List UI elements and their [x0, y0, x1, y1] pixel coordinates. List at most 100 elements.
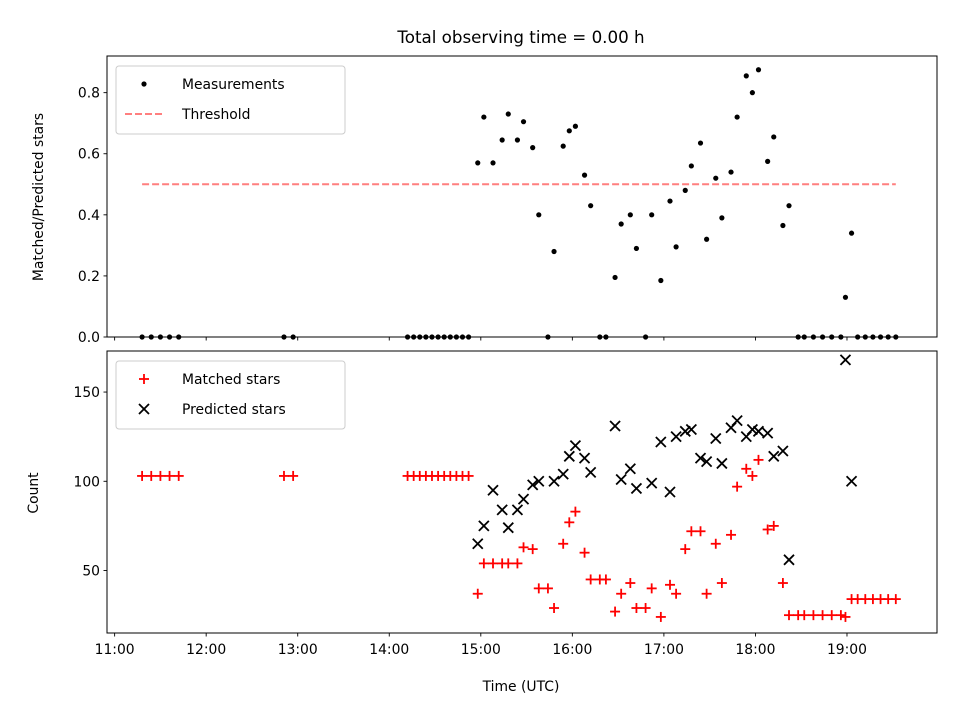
bottom-matched-marker: [472, 588, 483, 599]
top-measurement-point: [667, 198, 673, 204]
top-measurement-point: [545, 334, 551, 340]
top-measurement-point: [536, 212, 542, 218]
bottom-matched-marker: [155, 470, 166, 481]
bottom-matched-marker: [710, 538, 721, 549]
bottom-matched-marker: [808, 610, 819, 621]
top-measurement-point: [560, 143, 566, 149]
top-legend-measurement-swatch: [141, 81, 147, 87]
bottom-predicted-marker-b: [624, 463, 636, 475]
bottom-predicted-marker-b: [578, 452, 591, 464]
bottom-predicted-marker: [557, 468, 569, 480]
bottom-predicted-marker: [569, 439, 582, 452]
top-measurement-point: [780, 222, 786, 229]
top-measurement-point: [877, 334, 884, 340]
bottom-predicted-marker: [710, 432, 722, 445]
bottom-matched-marker: [664, 579, 675, 590]
top-measurement-point: [447, 334, 453, 340]
bottom-predicted-marker-b: [768, 450, 780, 462]
bottom-predicted-marker-b: [472, 538, 484, 550]
top-measurement-point: [281, 334, 287, 340]
bottom-predicted-marker: [839, 354, 852, 366]
bottom-matched-marker: [616, 588, 627, 599]
top-measurement-point: [176, 334, 182, 340]
bottom-x-tick-label: 17:00: [644, 642, 684, 658]
top-measurement-point: [649, 212, 655, 218]
top-measurement-point: [441, 334, 447, 340]
bottom-matched-marker: [777, 578, 788, 589]
top-measurement-point: [642, 334, 649, 340]
top-legend: Measurements Threshold: [115, 65, 346, 135]
top-measurement-point: [481, 114, 487, 120]
bottom-predicted-marker: [731, 414, 743, 427]
top-measurement-point: [855, 334, 861, 340]
bottom-predicted-marker: [685, 423, 697, 436]
top-panel: 0.0 0.2 0.4 0.6 0.8 Measurements Threshold: [78, 55, 938, 346]
top-measurement-point: [505, 111, 511, 117]
bottom-predicted-marker: [752, 425, 765, 437]
bottom-matched-marker: [288, 470, 299, 481]
x-axis-label: Time (UTC): [482, 679, 560, 695]
top-measurement-point: [514, 137, 521, 143]
bottom-predicted-marker-b: [585, 466, 597, 479]
top-measurement-point: [417, 334, 423, 340]
top-y-tick-label: 0.4: [78, 208, 100, 224]
top-measurement-point: [842, 294, 849, 300]
bottom-predicted-marker: [624, 463, 636, 475]
top-measurement-point: [829, 334, 835, 340]
bottom-predicted-marker: [783, 554, 795, 566]
top-measurement-point: [475, 160, 481, 166]
bottom-y-axis-label: Count: [26, 472, 42, 514]
bottom-x-tick-label: 14:00: [369, 642, 409, 658]
bottom-predicted-marker-b: [609, 420, 621, 432]
bottom-matched-marker: [732, 481, 743, 492]
bottom-predicted-marker-b: [548, 475, 560, 487]
bottom-predicted-marker: [609, 420, 621, 432]
bottom-matched-marker: [463, 470, 474, 481]
bottom-matched-marker: [173, 470, 184, 481]
bottom-matched-marker: [695, 526, 706, 537]
bottom-predicted-marker: [716, 457, 728, 470]
top-measurement-point: [148, 334, 154, 340]
bottom-legend: Matched stars Predicted stars: [115, 360, 346, 430]
bottom-legend-box: [115, 360, 346, 430]
bottom-predicted-marker: [700, 456, 713, 468]
top-measurement-point: [490, 160, 496, 166]
bottom-y-tick-label: 150: [73, 385, 100, 401]
top-measurement-point: [838, 334, 844, 340]
top-measurement-point: [704, 236, 710, 242]
top-y-tick-label: 0.2: [78, 269, 100, 285]
bottom-predicted-marker-b: [694, 452, 707, 464]
bottom-matched-marker: [579, 547, 590, 558]
bottom-x-tick-label: 19:00: [827, 642, 867, 658]
bottom-predicted-marker-b: [557, 468, 569, 480]
top-measurement-point: [734, 114, 740, 120]
bottom-predicted-marker-b: [487, 484, 499, 496]
bottom-matched-marker: [835, 610, 846, 621]
top-measurement-point: [795, 334, 801, 340]
bottom-matched-marker: [890, 594, 901, 605]
bottom-predicted-marker-b: [478, 520, 490, 532]
bottom-predicted-marker: [496, 504, 508, 516]
top-measurement-point: [749, 90, 755, 96]
bottom-predicted-marker: [670, 431, 682, 443]
bottom-matched-marker: [527, 544, 538, 555]
bottom-legend-predicted-swatch-b: [138, 403, 150, 415]
top-measurement-point: [658, 277, 664, 284]
bottom-matched-marker: [137, 470, 148, 481]
bottom-matched-marker: [146, 470, 157, 481]
bottom-predicted-marker-b: [839, 354, 852, 366]
top-y-tick-label: 0.6: [78, 147, 100, 163]
bottom-predicted-marker: [655, 436, 667, 448]
bottom-legend-label: Predicted stars: [182, 402, 286, 418]
bottom-matched-marker: [558, 538, 569, 549]
bottom-predicted-marker-b: [746, 423, 759, 436]
bottom-predicted-marker-b: [511, 504, 524, 516]
bottom-matched-marker: [784, 610, 795, 621]
top-measurement-point: [429, 334, 435, 340]
bottom-matched-marker: [533, 583, 544, 594]
bottom-predicted-marker: [563, 450, 575, 462]
bottom-predicted-marker-b: [630, 482, 643, 495]
top-measurement-point: [765, 158, 771, 164]
top-measurement-point: [728, 169, 734, 175]
